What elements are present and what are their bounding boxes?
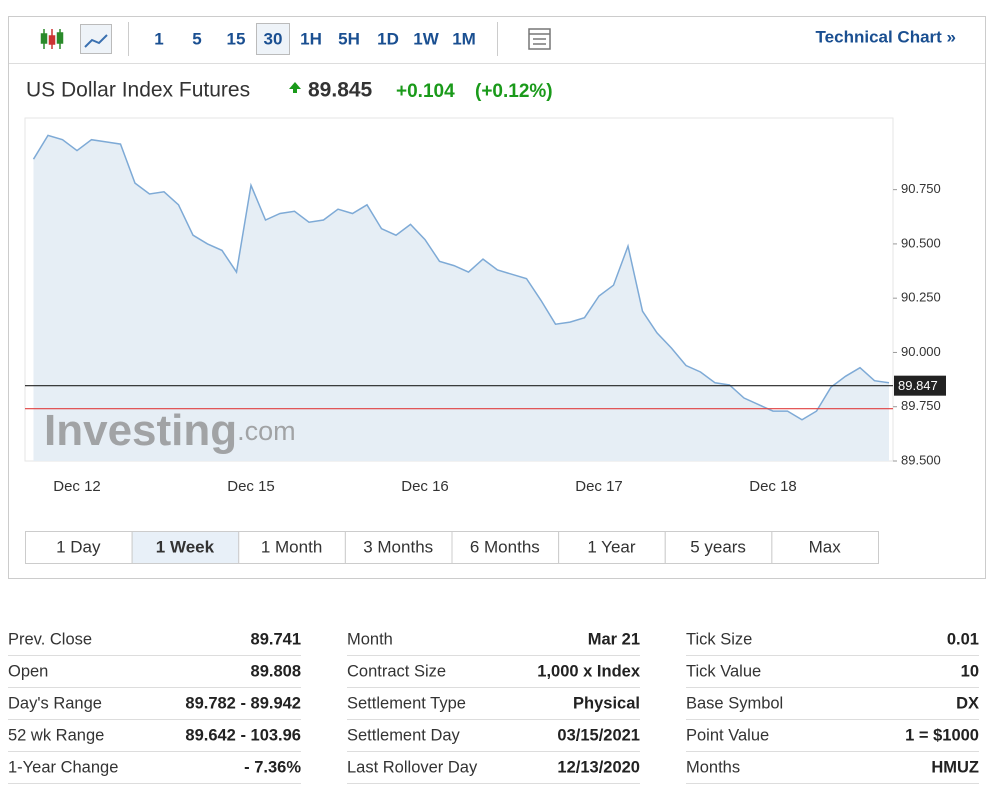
candle-icon[interactable] xyxy=(40,29,64,49)
interval-button[interactable]: 30 xyxy=(264,29,283,48)
stat-value: 1 = $1000 xyxy=(905,726,979,744)
range-label[interactable]: 1 Day xyxy=(56,537,101,556)
stat-value: DX xyxy=(956,694,979,712)
stat-value: 1,000 x Index xyxy=(537,662,641,680)
interval-active xyxy=(256,23,290,55)
interval-button[interactable]: 1 xyxy=(154,29,163,48)
price-line xyxy=(32,134,890,421)
y-tick-label: 90.000 xyxy=(901,344,941,359)
stat-label: Last Rollover Day xyxy=(347,758,478,776)
line-icon[interactable] xyxy=(80,24,112,54)
range-label[interactable]: 5 years xyxy=(690,537,746,556)
technical-chart-link[interactable]: Technical Chart » xyxy=(816,27,956,46)
y-tick-label: 90.500 xyxy=(901,235,941,250)
range-button[interactable] xyxy=(558,531,666,564)
range-button[interactable] xyxy=(344,531,453,564)
stat-value: 89.741 xyxy=(251,630,301,648)
range-label[interactable]: 3 Months xyxy=(363,537,433,556)
range-button[interactable] xyxy=(451,531,560,564)
stat-label: 52 wk Range xyxy=(8,726,104,744)
stat-value: Mar 21 xyxy=(588,630,640,648)
range-button[interactable] xyxy=(771,531,879,564)
stat-value: 89.808 xyxy=(251,662,301,680)
range-label[interactable]: 1 Week xyxy=(156,537,215,556)
last-price-label: 89.847 xyxy=(898,378,938,393)
stat-value: 0.01 xyxy=(947,630,979,648)
interval-button[interactable]: 15 xyxy=(227,29,246,48)
stat-label: Point Value xyxy=(686,726,769,744)
interval-button[interactable]: 1D xyxy=(377,29,399,48)
stat-label: Base Symbol xyxy=(686,694,783,712)
stat-value: Physical xyxy=(573,694,640,712)
x-tick-label: Dec 15 xyxy=(227,478,275,495)
line-icon-glyph xyxy=(84,34,108,48)
change-pct: (+0.12%) xyxy=(475,81,553,102)
stat-value: 03/15/2021 xyxy=(557,726,640,744)
stat-label: Open xyxy=(8,662,48,680)
y-tick-label: 89.750 xyxy=(901,398,941,413)
stat-value: 12/13/2020 xyxy=(557,758,640,776)
interval-button[interactable]: 5 xyxy=(192,29,201,48)
range-button[interactable] xyxy=(25,531,133,564)
stat-label: 1-Year Change xyxy=(8,758,118,776)
price: 89.845 xyxy=(308,79,373,102)
stat-label: Months xyxy=(686,758,740,776)
range-button[interactable] xyxy=(664,531,773,564)
x-tick-label: Dec 12 xyxy=(53,478,101,495)
interval-button[interactable]: 1M xyxy=(452,29,476,48)
y-tick-label: 90.250 xyxy=(901,290,941,305)
range-button[interactable] xyxy=(238,531,346,564)
stat-label: Month xyxy=(347,630,393,648)
stat-label: Day's Range xyxy=(8,694,102,712)
watermark-brand: Investing xyxy=(44,406,237,455)
stat-value: 10 xyxy=(961,662,979,680)
range-label[interactable]: 1 Month xyxy=(261,537,322,556)
stat-value: 89.642 - 103.96 xyxy=(185,726,301,744)
range-label[interactable]: Max xyxy=(809,537,842,556)
interval-button[interactable]: 1W xyxy=(413,29,439,48)
range-label[interactable]: 1 Year xyxy=(587,537,636,556)
stat-value: HMUZ xyxy=(931,758,979,776)
y-tick-label: 90.750 xyxy=(901,181,941,196)
watermark: Investing.com xyxy=(44,406,296,455)
x-tick-label: Dec 17 xyxy=(575,478,623,495)
up-arrow xyxy=(289,82,301,93)
stat-label: Settlement Type xyxy=(347,694,466,712)
range-label[interactable]: 6 Months xyxy=(470,537,540,556)
table-icon[interactable] xyxy=(528,28,551,50)
area xyxy=(33,135,889,461)
x-tick-label: Dec 16 xyxy=(401,478,449,495)
stat-label: Contract Size xyxy=(347,662,446,680)
watermark-suffix: .com xyxy=(237,416,296,446)
stat-label: Tick Value xyxy=(686,662,761,680)
x-tick-label: Dec 18 xyxy=(749,478,797,495)
change: +0.104 xyxy=(396,81,455,102)
stat-label: Tick Size xyxy=(686,630,752,648)
stat-label: Settlement Day xyxy=(347,726,461,744)
interval-button[interactable]: 5H xyxy=(338,29,360,48)
instrument-title: US Dollar Index Futures xyxy=(26,79,250,102)
stat-value: - 7.36% xyxy=(244,758,301,776)
interval-button[interactable]: 1H xyxy=(300,29,322,48)
last-price-tag xyxy=(894,375,946,396)
y-tick-label: 89.500 xyxy=(901,452,941,467)
stat-value: 89.782 - 89.942 xyxy=(185,694,301,712)
stat-label: Prev. Close xyxy=(8,630,92,648)
